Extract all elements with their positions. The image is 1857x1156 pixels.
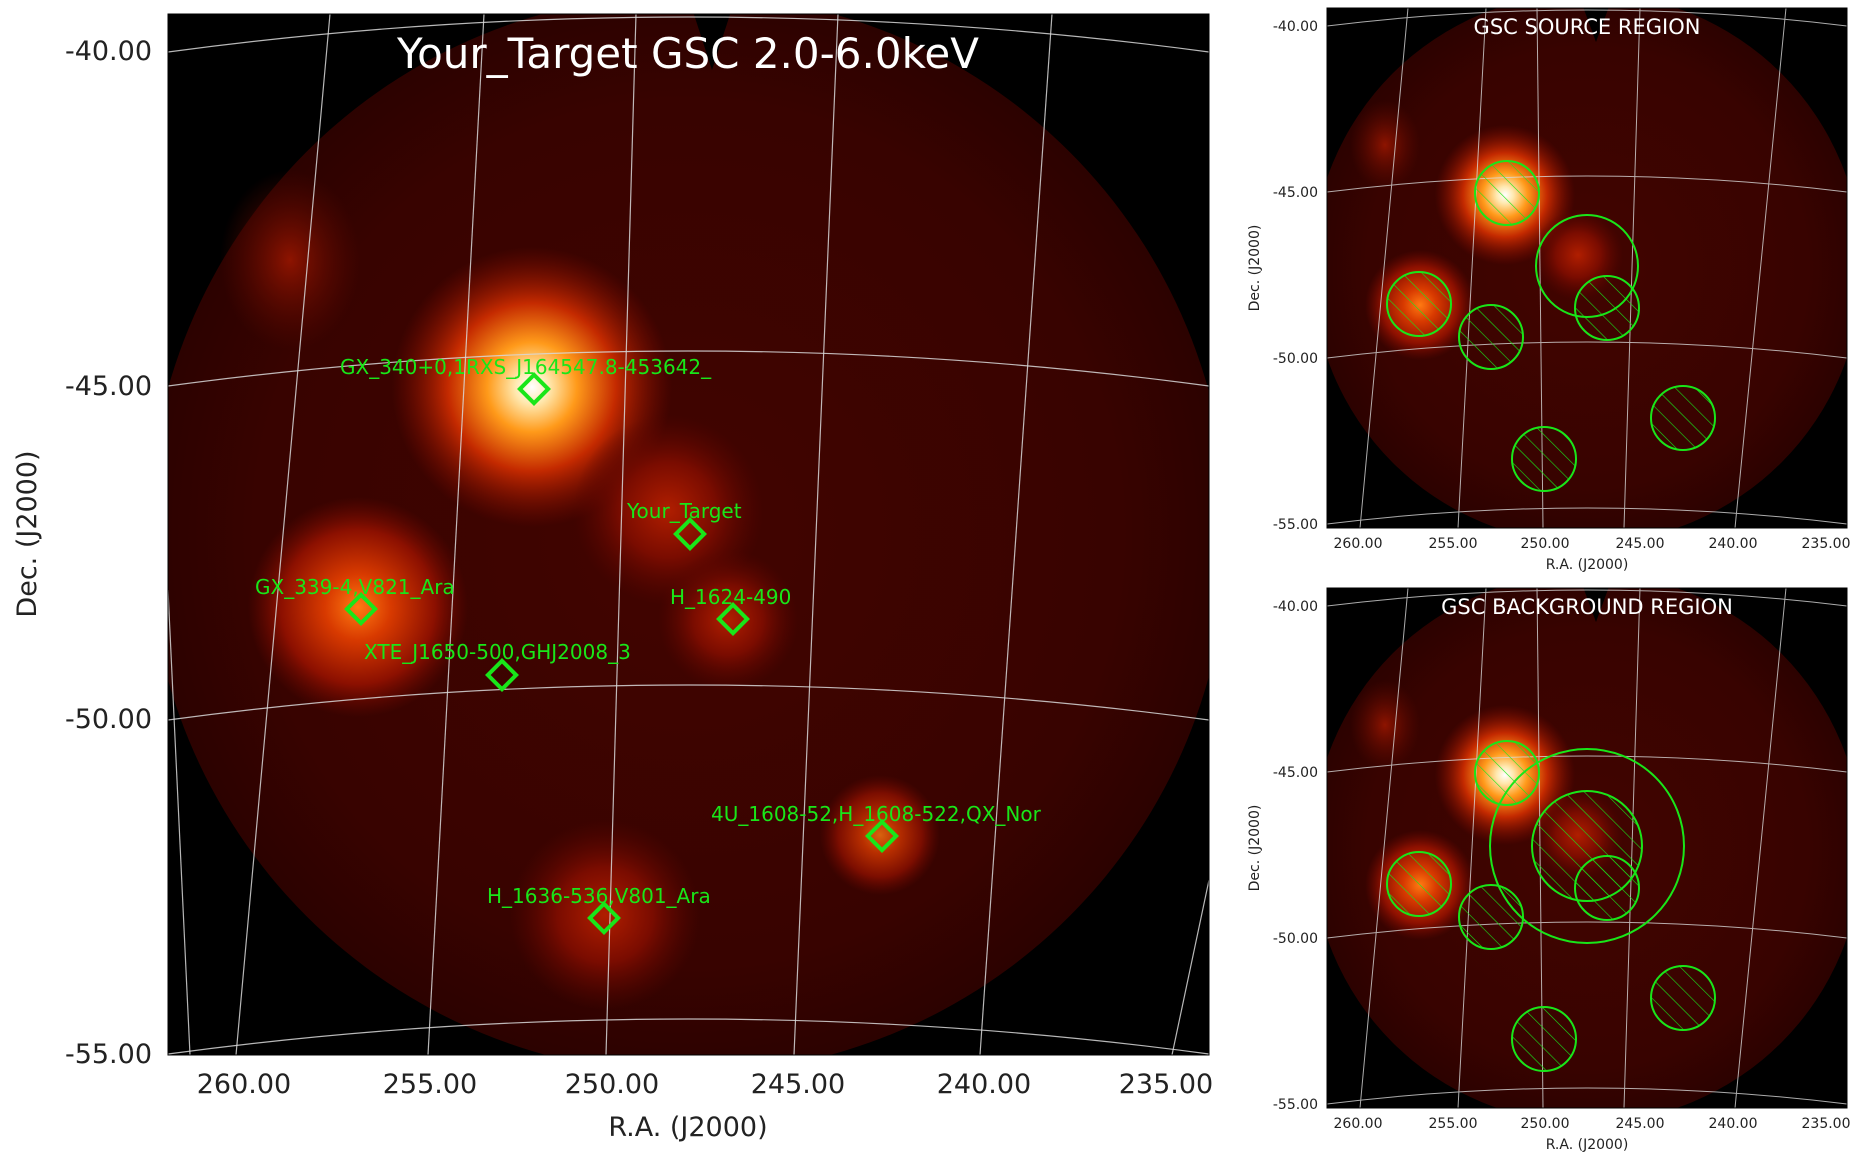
- main-edge-glow: [220, 170, 360, 350]
- src-exclude-h1624[interactable]: [1574, 275, 1640, 341]
- source-label-4u1608: 4U_1608-52,H_1608-522,QX_Nor: [711, 802, 1042, 826]
- main-dec-grid: [168, 16, 1209, 1055]
- bkg-exclude-h1624[interactable]: [1574, 855, 1640, 921]
- src-target-region[interactable]: [1535, 214, 1639, 318]
- bkg-y-ticks: -40.00 -45.00 -50.00 -55.00: [1273, 599, 1318, 1113]
- bkg-title: GSC BACKGROUND REGION: [1441, 595, 1733, 619]
- marker-4u1608[interactable]: [865, 819, 899, 853]
- src-ytick-45: -45.00: [1273, 185, 1318, 201]
- source-label-gx339: GX_339-4,V821_Ara: [255, 575, 455, 599]
- main-xtick-245: 245.00: [751, 1069, 845, 1100]
- main-y-axis-label: Dec. (J2000): [12, 450, 43, 617]
- main-ytick-55: -55.00: [65, 1039, 152, 1070]
- src-xtick-255: 255.00: [1429, 536, 1478, 552]
- bkg-xtick-240: 240.00: [1709, 1116, 1758, 1132]
- main-xtick-235: 235.00: [1119, 1069, 1213, 1100]
- bkg-x-axis-label: R.A. (J2000): [1546, 1137, 1629, 1153]
- src-xtick-260: 260.00: [1334, 536, 1383, 552]
- bkg-exclude-4u1608[interactable]: [1650, 965, 1716, 1031]
- main-ytick-45: -45.00: [65, 371, 152, 402]
- src-y-axis-label: Dec. (J2000): [1247, 225, 1263, 312]
- main-source-markers: [344, 372, 899, 935]
- source-label-h1636: H_1636-536,V801_Ara: [487, 884, 711, 908]
- main-x-ticks: 260.00 255.00 250.00 245.00 240.00 235.0…: [197, 1069, 1213, 1100]
- main-fov-notch: [693, 14, 731, 70]
- bkg-fov-notch: [1583, 588, 1609, 622]
- bkg-plot-frame: [1326, 587, 1848, 1109]
- bkg-annulus-outer[interactable]: [1489, 748, 1685, 944]
- bkg-xtick-235: 235.00: [1802, 1116, 1851, 1132]
- src-exclude-gx339[interactable]: [1386, 271, 1452, 337]
- source-region-panel[interactable]: GSC SOURCE REGION -40.00 -45.00 -50.00 -…: [1247, 0, 1857, 573]
- src-regions: [1386, 160, 1716, 492]
- src-x-ticks: 260.00 255.00 250.00 245.00 240.00 235.0…: [1334, 536, 1851, 552]
- main-y-ticks: -40.00 -45.00 -50.00 -55.00: [65, 36, 152, 1070]
- source-label-xte-j1650: XTE_J1650-500,GHJ2008_3: [364, 640, 631, 664]
- src-exclude-4u1608[interactable]: [1650, 385, 1716, 451]
- bkg-y-axis-label: Dec. (J2000): [1247, 805, 1263, 892]
- main-xtick-250: 250.00: [565, 1069, 659, 1100]
- bkg-exclude-xte[interactable]: [1458, 884, 1524, 950]
- bkg-edge-glow: [1350, 680, 1420, 770]
- src-fov-notch: [1583, 8, 1609, 42]
- glow-gx339: [248, 497, 468, 717]
- bkg-xtick-245: 245.00: [1616, 1116, 1665, 1132]
- marker-gx339[interactable]: [344, 592, 378, 626]
- marker-xte-j1650[interactable]: [485, 658, 519, 692]
- background-region-panel[interactable]: GSC BACKGROUND REGION -40.00 -45.00 -50.…: [1247, 573, 1857, 1153]
- bkg-exclude-h1636[interactable]: [1511, 1006, 1577, 1072]
- src-exclude-xte[interactable]: [1458, 304, 1524, 370]
- marker-your-target[interactable]: [673, 517, 707, 551]
- marker-h1636[interactable]: [587, 901, 621, 935]
- src-xtick-250: 250.00: [1521, 536, 1570, 552]
- bkg-xtick-260: 260.00: [1334, 1116, 1383, 1132]
- glow-h1636: [510, 820, 700, 1010]
- src-xtick-235: 235.00: [1802, 536, 1851, 552]
- src-title: GSC SOURCE REGION: [1474, 15, 1701, 39]
- src-plot-frame: [1326, 7, 1848, 529]
- bkg-xtick-255: 255.00: [1429, 1116, 1478, 1132]
- glow-h1624: [658, 550, 798, 690]
- bkg-x-ticks: 260.00 255.00 250.00 245.00 240.00 235.0…: [1334, 1116, 1851, 1132]
- src-exclude-gx340[interactable]: [1474, 160, 1540, 226]
- bkg-ytick-50: -50.00: [1273, 931, 1318, 947]
- src-exclude-h1636[interactable]: [1511, 426, 1577, 492]
- src-ytick-40: -40.00: [1273, 19, 1318, 35]
- main-xtick-240: 240.00: [937, 1069, 1031, 1100]
- bkg-exclude-gx339[interactable]: [1386, 851, 1452, 917]
- src-ytick-55: -55.00: [1273, 517, 1318, 533]
- main-ra-grid: [168, 14, 1209, 1055]
- main-x-axis-label: R.A. (J2000): [608, 1112, 767, 1143]
- marker-gx340[interactable]: [517, 372, 551, 406]
- main-xtick-255: 255.00: [383, 1069, 477, 1100]
- bkg-xtick-250: 250.00: [1521, 1116, 1570, 1132]
- src-edge-glow: [1350, 100, 1420, 190]
- src-xtick-245: 245.00: [1616, 536, 1665, 552]
- main-ytick-50: -50.00: [65, 704, 152, 735]
- src-x-axis-label: R.A. (J2000): [1546, 557, 1629, 573]
- bkg-exclude-gx340[interactable]: [1474, 740, 1540, 806]
- bkg-regions: [1386, 740, 1716, 1072]
- main-sky-panel[interactable]: GX_340+0,1RXS_J164547.8-453642_ Your_Tar…: [12, 0, 1228, 1143]
- src-grid: [1327, 8, 1847, 528]
- main-ytick-40: -40.00: [65, 36, 152, 67]
- src-ytick-50: -50.00: [1273, 351, 1318, 367]
- source-label-your-target: Your_Target: [626, 499, 742, 523]
- bkg-ytick-45: -45.00: [1273, 765, 1318, 781]
- src-xtick-240: 240.00: [1709, 536, 1758, 552]
- glow-4u1608: [820, 775, 940, 895]
- bkg-ytick-40: -40.00: [1273, 599, 1318, 615]
- source-label-h1624: H_1624-490: [670, 585, 791, 609]
- marker-h1624[interactable]: [716, 602, 750, 636]
- main-title: Your_Target GSC 2.0-6.0keV: [396, 29, 979, 78]
- main-xtick-260: 260.00: [197, 1069, 291, 1100]
- source-label-gx340: GX_340+0,1RXS_J164547.8-453642_: [340, 355, 712, 379]
- src-y-ticks: -40.00 -45.00 -50.00 -55.00: [1273, 19, 1318, 533]
- bkg-ytick-55: -55.00: [1273, 1097, 1318, 1113]
- main-plot-frame: [167, 13, 1210, 1056]
